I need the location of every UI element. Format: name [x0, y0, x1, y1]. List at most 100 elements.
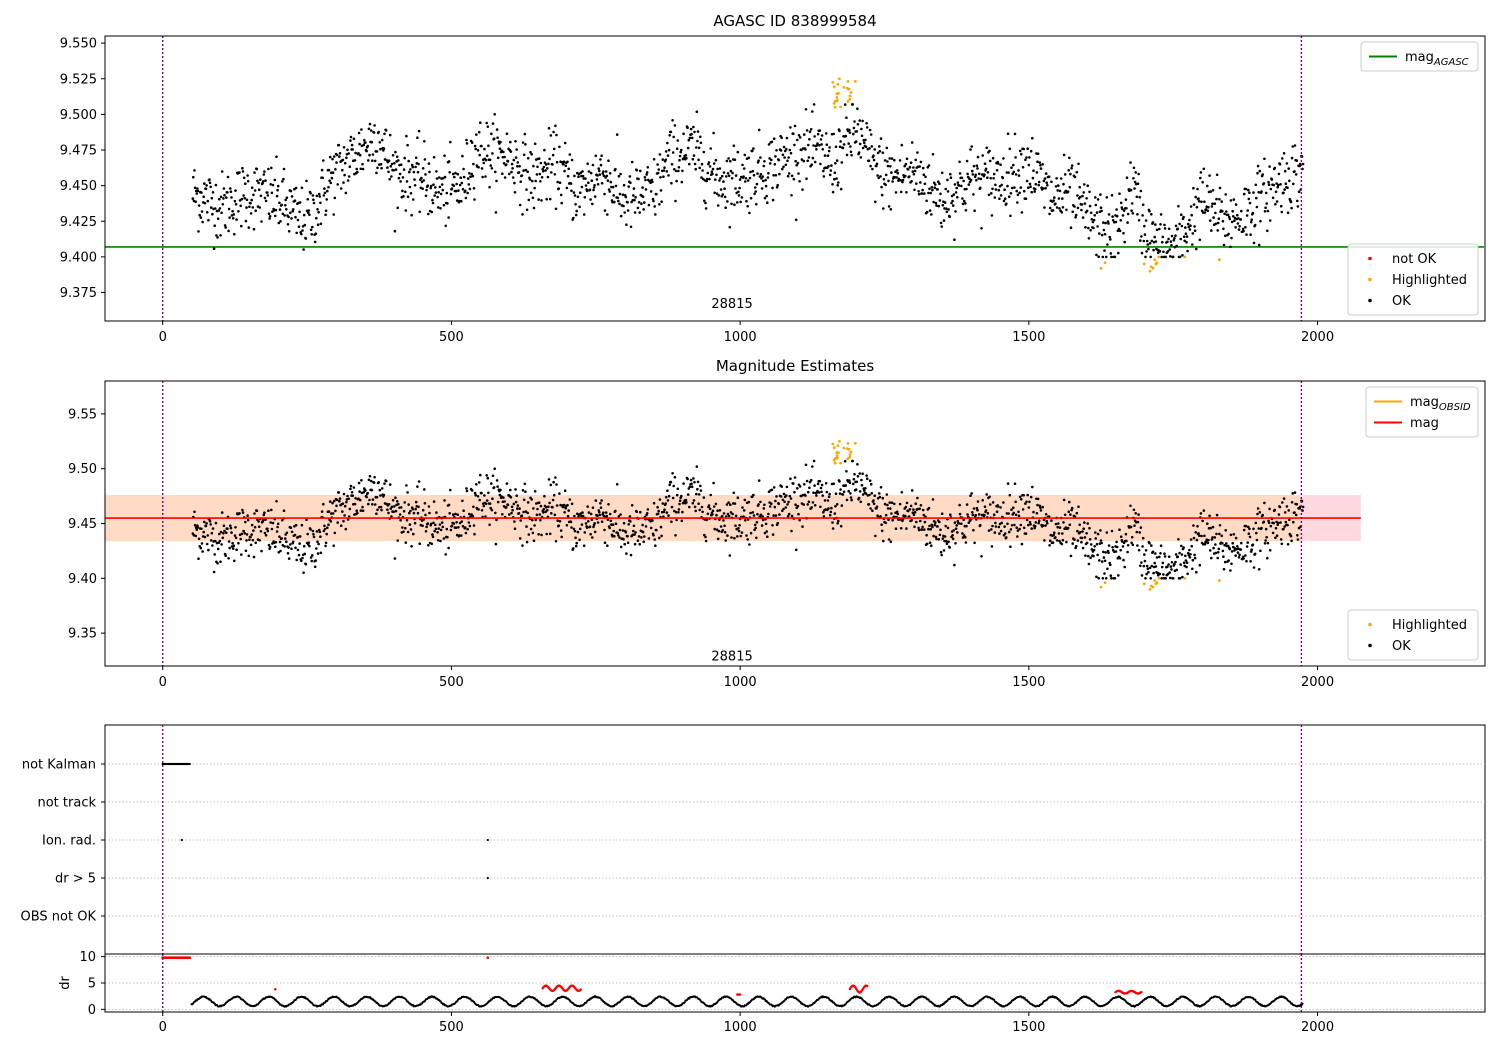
- ok-point: [412, 511, 416, 515]
- ok-point: [394, 496, 397, 500]
- ok-point: [822, 511, 825, 514]
- ok-point: [1274, 536, 1277, 540]
- ok-point: [834, 162, 837, 165]
- ok-point: [733, 536, 736, 540]
- ok-point: [379, 505, 383, 509]
- ok-point: [1085, 532, 1088, 535]
- ok-point: [509, 150, 513, 153]
- ok-point: [229, 187, 232, 190]
- ok-point: [1013, 482, 1017, 486]
- ok-point: [918, 165, 921, 168]
- ok-point: [712, 131, 715, 135]
- ok-point: [326, 189, 329, 193]
- ok-point: [793, 143, 796, 147]
- ok-point: [1105, 196, 1109, 199]
- ok-point: [1125, 176, 1129, 179]
- ok-point: [506, 160, 510, 163]
- ok-point: [910, 180, 913, 183]
- ok-point: [335, 153, 339, 157]
- ok-point: [802, 503, 805, 506]
- ok-point: [409, 509, 412, 513]
- ok-point: [852, 126, 856, 130]
- ok-point: [663, 508, 666, 512]
- ok-point: [1242, 528, 1246, 532]
- ok-point: [1062, 153, 1066, 157]
- ok-point: [242, 176, 246, 180]
- ok-point: [694, 167, 697, 171]
- ok-point: [570, 189, 573, 193]
- ok-point: [427, 505, 431, 508]
- highlighted-point: [835, 92, 839, 96]
- ok-point: [644, 525, 648, 528]
- ok-point: [342, 519, 345, 523]
- ok-point: [709, 147, 712, 150]
- x-tick-label: 500: [439, 330, 464, 345]
- ok-point: [1111, 546, 1114, 549]
- ok-point: [1200, 534, 1203, 538]
- ok-point: [364, 489, 367, 492]
- ok-point: [1218, 524, 1222, 527]
- ok-point: [1016, 535, 1019, 538]
- ok-point: [736, 535, 739, 538]
- ok-point: [1078, 195, 1082, 199]
- ok-point: [808, 480, 812, 484]
- ok-point: [607, 503, 610, 506]
- ok-point: [518, 203, 522, 207]
- ok-point: [1242, 192, 1246, 196]
- ok-point: [639, 169, 642, 173]
- ok-point: [699, 484, 702, 488]
- ok-point: [366, 144, 370, 148]
- ok-point: [905, 191, 908, 194]
- ok-point: [816, 142, 819, 145]
- ok-point: [1037, 521, 1040, 525]
- ok-point: [1175, 244, 1178, 248]
- ok-point: [951, 534, 954, 537]
- ok-point: [442, 537, 446, 540]
- ok-point: [930, 186, 934, 189]
- ok-point: [546, 508, 549, 512]
- ok-point: [410, 163, 414, 167]
- ok-point: [659, 189, 663, 192]
- ok-point: [671, 119, 674, 122]
- ok-point: [1153, 235, 1156, 239]
- ok-point: [1163, 227, 1167, 230]
- ok-point: [421, 167, 425, 170]
- ok-point: [215, 234, 218, 237]
- ok-point: [984, 167, 988, 171]
- ok-point: [1282, 191, 1285, 195]
- ok-point: [823, 499, 827, 502]
- ok-point: [899, 527, 903, 530]
- ok-point: [653, 205, 656, 208]
- ok-point: [673, 475, 677, 479]
- ok-point: [1184, 559, 1188, 562]
- ok-point: [634, 531, 637, 534]
- ok-point: [1201, 180, 1204, 184]
- highlighted-point: [835, 456, 839, 460]
- ok-point: [436, 531, 439, 534]
- ok-point: [633, 198, 636, 202]
- ok-point: [427, 162, 431, 165]
- ok-point: [458, 199, 461, 203]
- ok-point: [971, 169, 974, 173]
- ok-point: [376, 166, 379, 170]
- ok-point: [591, 536, 594, 539]
- ok-point: [270, 166, 273, 170]
- ok-point: [333, 531, 337, 535]
- ok-point: [680, 180, 684, 184]
- ok-point: [1014, 173, 1018, 176]
- ok-point: [551, 498, 555, 502]
- ok-point: [1215, 532, 1218, 536]
- ok-point: [325, 198, 329, 201]
- ok-point: [555, 160, 559, 164]
- ok-point: [666, 489, 669, 493]
- ok-point: [542, 507, 546, 511]
- ok-point: [450, 524, 454, 528]
- ok-point: [474, 147, 478, 151]
- ok-point: [700, 176, 703, 179]
- y-tick-label: 9.35: [68, 627, 97, 642]
- ok-point: [744, 177, 748, 180]
- ok-point: [461, 524, 465, 528]
- ok-point: [1022, 147, 1025, 151]
- legend-label: Highlighted: [1392, 618, 1467, 633]
- ok-point: [335, 161, 338, 164]
